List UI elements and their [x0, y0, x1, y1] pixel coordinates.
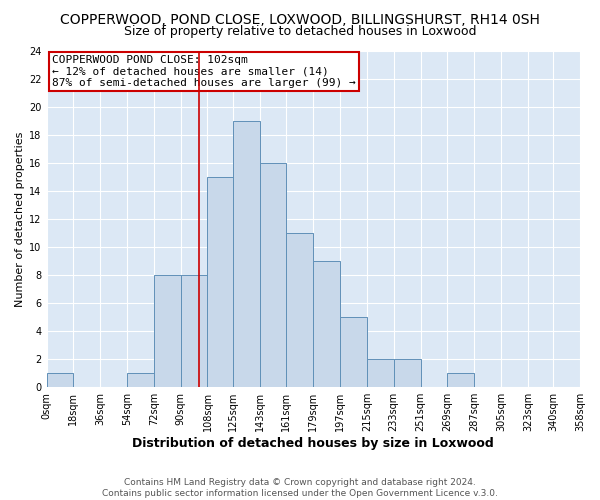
Text: COPPERWOOD, POND CLOSE, LOXWOOD, BILLINGSHURST, RH14 0SH: COPPERWOOD, POND CLOSE, LOXWOOD, BILLING… — [60, 12, 540, 26]
Y-axis label: Number of detached properties: Number of detached properties — [15, 132, 25, 307]
Bar — [394, 359, 421, 387]
Bar — [340, 318, 367, 387]
Bar — [154, 276, 181, 387]
Text: Contains HM Land Registry data © Crown copyright and database right 2024.
Contai: Contains HM Land Registry data © Crown c… — [102, 478, 498, 498]
Bar — [313, 262, 340, 387]
Text: Size of property relative to detached houses in Loxwood: Size of property relative to detached ho… — [124, 25, 476, 38]
Bar — [233, 122, 260, 387]
Bar — [208, 178, 233, 387]
Text: COPPERWOOD POND CLOSE: 102sqm
← 12% of detached houses are smaller (14)
87% of s: COPPERWOOD POND CLOSE: 102sqm ← 12% of d… — [52, 55, 356, 88]
Bar — [181, 276, 208, 387]
Bar — [260, 164, 286, 387]
Bar — [286, 234, 313, 387]
Bar — [367, 359, 394, 387]
Bar — [127, 373, 154, 387]
Bar — [448, 373, 474, 387]
Bar — [47, 373, 73, 387]
X-axis label: Distribution of detached houses by size in Loxwood: Distribution of detached houses by size … — [133, 437, 494, 450]
